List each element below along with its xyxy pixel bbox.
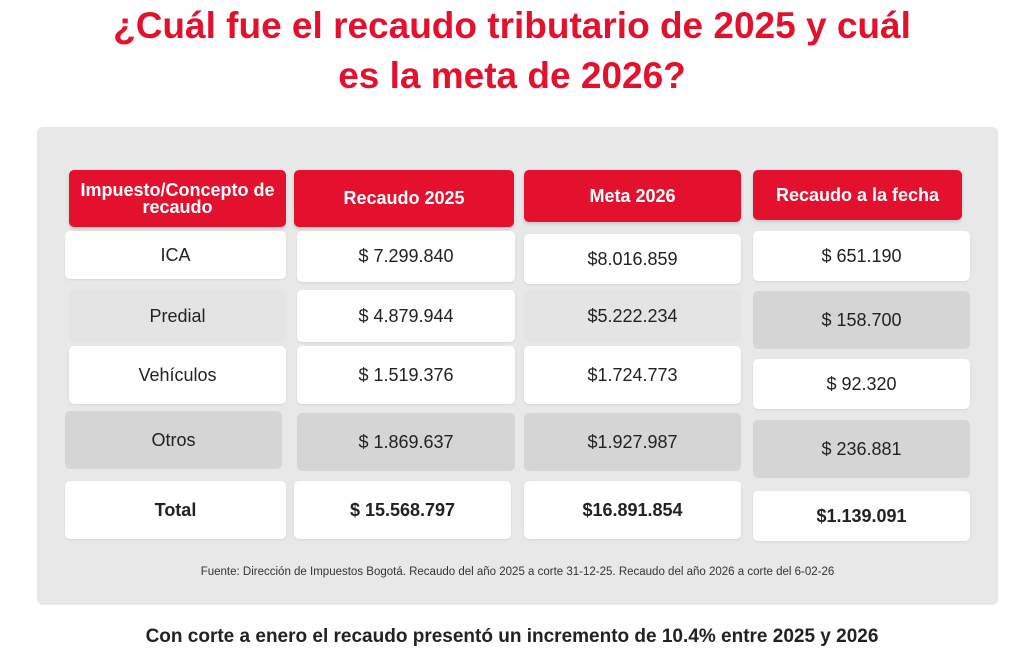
- source-note: Fuente: Dirección de Impuestos Bogotá. R…: [200, 566, 835, 578]
- cell: $ 7.299.840: [297, 231, 515, 282]
- footer-note: Con corte a enero el recaudo presentó un…: [145, 626, 879, 647]
- column-header: Impuesto/Concepto de recaudo: [69, 170, 286, 227]
- total-cell: $1.139.091: [753, 491, 970, 541]
- column-header: Recaudo 2025: [294, 170, 514, 227]
- cell: $ 1.869.637: [297, 413, 515, 471]
- column-header: Recaudo a la fecha: [753, 170, 962, 220]
- total-cell: $ 15.568.797: [294, 481, 511, 539]
- title: ¿Cuál fue el recaudo tributario de 2025 …: [113, 5, 911, 46]
- cell: $ 236.881: [753, 420, 970, 478]
- total-cell: $16.891.854: [524, 481, 741, 539]
- cell: Otros: [65, 411, 282, 469]
- cell: $1.724.773: [524, 346, 741, 404]
- cell: Predial: [69, 290, 286, 342]
- cell: ICA: [65, 231, 286, 279]
- title: es la meta de 2026?: [338, 55, 686, 96]
- cell: $8.016.859: [524, 234, 741, 284]
- column-header: Meta 2026: [524, 170, 741, 222]
- cell: $5.222.234: [524, 290, 741, 342]
- cell: $1.927.987: [524, 413, 741, 471]
- total-cell: Total: [65, 481, 286, 539]
- cell: $ 158.700: [753, 291, 970, 349]
- cell: $ 651.190: [753, 231, 970, 281]
- cell: $ 4.879.944: [297, 290, 515, 342]
- cell: $ 92.320: [753, 359, 970, 409]
- cell: $ 1.519.376: [297, 346, 515, 404]
- cell: Vehículos: [69, 346, 286, 404]
